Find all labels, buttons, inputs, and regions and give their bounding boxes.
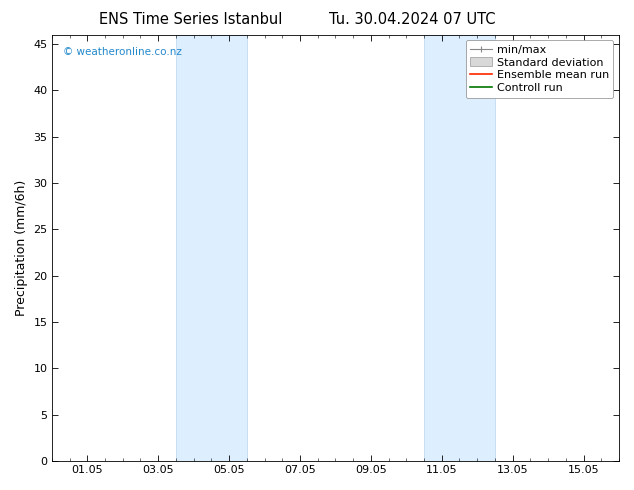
Y-axis label: Precipitation (mm/6h): Precipitation (mm/6h) — [15, 180, 28, 316]
Text: ENS Time Series Istanbul: ENS Time Series Istanbul — [98, 12, 282, 27]
Legend: min/max, Standard deviation, Ensemble mean run, Controll run: min/max, Standard deviation, Ensemble me… — [465, 40, 614, 98]
Text: Tu. 30.04.2024 07 UTC: Tu. 30.04.2024 07 UTC — [329, 12, 495, 27]
Bar — [424, 35, 495, 461]
Text: © weatheronline.co.nz: © weatheronline.co.nz — [63, 48, 182, 57]
Bar — [176, 35, 247, 461]
